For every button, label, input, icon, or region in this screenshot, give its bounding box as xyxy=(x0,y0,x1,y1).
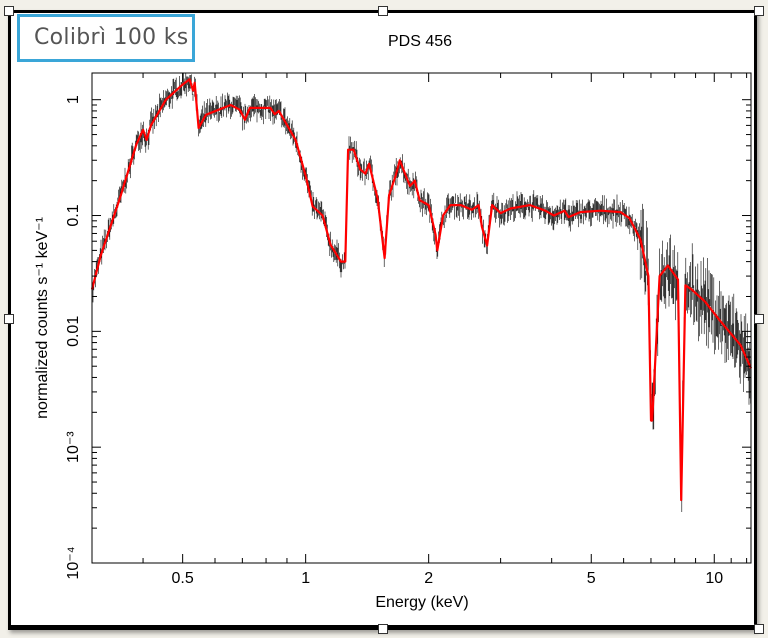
x-tick-label: 1 xyxy=(301,570,310,587)
resize-handle-top-left[interactable] xyxy=(4,6,14,16)
chart-title: PDS 456 xyxy=(388,33,452,50)
x-tick-label: 10 xyxy=(705,570,723,587)
plot-area-border xyxy=(91,72,752,564)
axes: 0.5 1 2 5 10 1 0.1 0.01 10⁻³ 10⁻⁴ xyxy=(65,73,751,587)
y-tick-label: 10⁻⁴ xyxy=(65,546,82,579)
y-tick-label: 10⁻³ xyxy=(65,431,82,463)
x-tick-label: 0.5 xyxy=(172,570,194,587)
resize-handle-bottom[interactable] xyxy=(378,624,388,634)
y-axis-label: normalized counts s⁻¹ keV⁻¹ xyxy=(34,217,51,419)
selected-figure-frame[interactable] xyxy=(8,10,757,630)
overlay-label-text: Colibrì 100 ks xyxy=(34,25,189,50)
x-tick-label: 5 xyxy=(587,570,596,587)
overlay-label-box[interactable]: Colibrì 100 ks xyxy=(17,14,195,62)
y-tick-label: 0.01 xyxy=(65,316,82,347)
model-line xyxy=(90,78,753,502)
resize-handle-right[interactable] xyxy=(754,314,764,324)
resize-handle-left[interactable] xyxy=(4,314,14,324)
x-tick-label: 2 xyxy=(424,570,433,587)
model-layer xyxy=(90,78,753,502)
resize-handle-top-right[interactable] xyxy=(754,6,764,16)
y-tick-label: 0.1 xyxy=(65,204,82,226)
y-tick-label: 1 xyxy=(65,95,82,104)
x-axis-label: Energy (keV) xyxy=(375,594,468,611)
resize-handle-top[interactable] xyxy=(378,6,388,16)
data-points-layer xyxy=(92,73,751,513)
resize-handle-bottom-right[interactable] xyxy=(754,624,764,634)
